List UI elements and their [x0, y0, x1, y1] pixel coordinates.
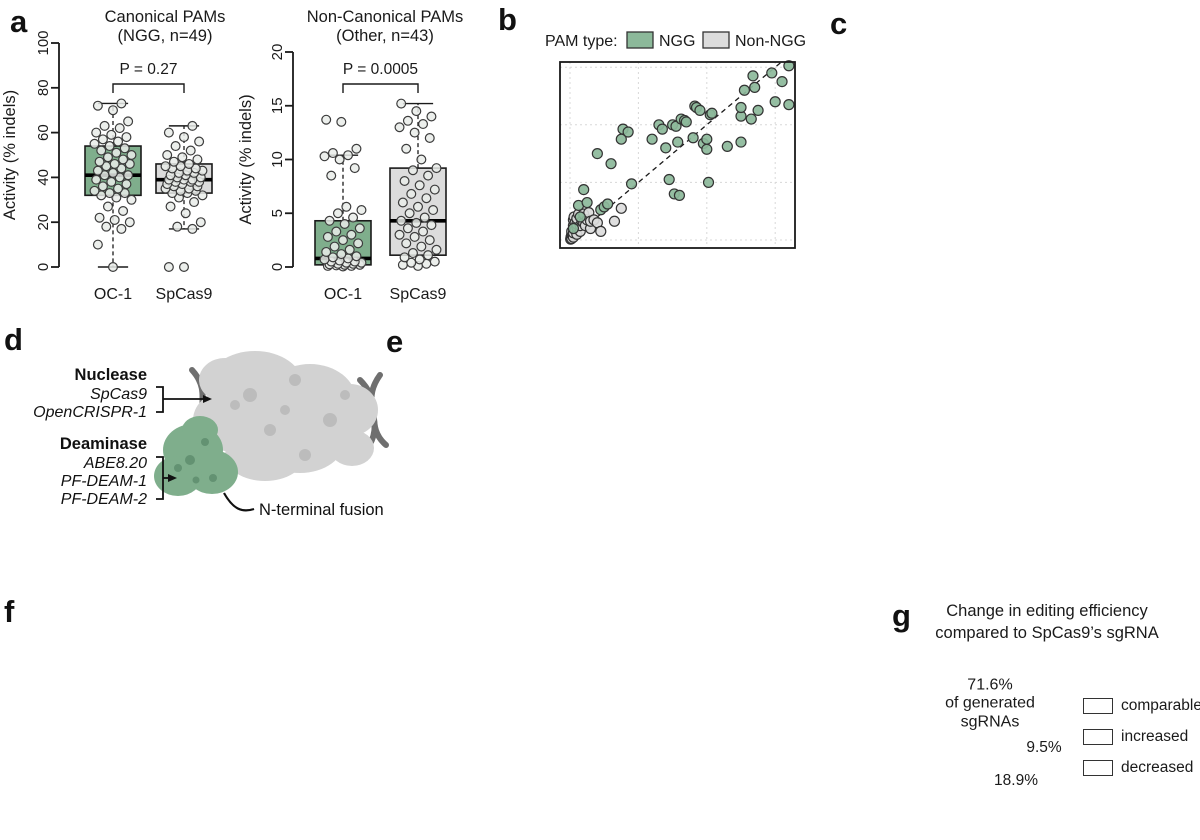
- pie-title-line1: Change in editing efficiency: [946, 602, 1148, 620]
- svg-text:Non-NGG: Non-NGG: [735, 33, 806, 50]
- pie-increased-pct: 9.5%: [1026, 739, 1062, 756]
- svg-text:Non-Canonical PAMs: Non-Canonical PAMs: [307, 8, 464, 26]
- box-chart-a1: Canonical PAMs(NGG, n=49) P = 0.27 0 20 40 60…: [1, 8, 225, 303]
- scatter-series-NGG: [567, 60, 795, 235]
- svg-text:80: 80: [35, 79, 52, 96]
- deaminase-item-pfdeam1: PF-DEAM-1: [61, 473, 147, 490]
- panel-e-letter: e: [386, 324, 404, 359]
- panel-d-structure-diagram: Nuclease SpCas9 OpenCRISPR-1 Deaminase A…: [33, 351, 389, 519]
- svg-text:0: 0: [35, 263, 52, 271]
- svg-text:20: 20: [269, 44, 286, 61]
- svg-text:PAM type:: PAM type:: [545, 33, 618, 50]
- panel-b-letter: b: [498, 2, 517, 37]
- boxplot-SpCas9: [389, 98, 447, 271]
- svg-text:P = 0.0005: P = 0.0005: [343, 61, 418, 78]
- fusion-pointer-curve: [223, 492, 255, 512]
- pie-legend-increased: increased: [1083, 728, 1188, 746]
- pie-legend-decreased: decreased: [1083, 759, 1193, 777]
- pie-legend-comparable: comparable: [1083, 697, 1200, 715]
- comparable-swatch: [1083, 698, 1113, 714]
- panel-c-hbox-chart: [820, 0, 1200, 318]
- panel-a-letter: a: [10, 4, 28, 39]
- nuclease-bracket: [156, 386, 164, 413]
- boxplot-OC-1: [314, 114, 372, 272]
- comparable-label: comparable: [1121, 697, 1200, 714]
- svg-text:SpCas9: SpCas9: [156, 286, 213, 303]
- nuclease-arrowhead: [203, 395, 212, 403]
- pie-decreased-pct: 18.9%: [994, 772, 1038, 789]
- svg-text:OC-1: OC-1: [94, 286, 132, 303]
- nuclease-item-opencrispr1: OpenCRISPR-1: [33, 404, 147, 421]
- svg-text:10: 10: [269, 151, 286, 168]
- svg-text:Canonical PAMs: Canonical PAMs: [105, 8, 226, 26]
- panel-f-bar-panels: [0, 590, 900, 840]
- pie-inner-line2: of generated: [945, 694, 1035, 712]
- panel-e-bar-charts: [390, 320, 1200, 592]
- svg-text:NGG: NGG: [659, 33, 695, 50]
- svg-text:Activity (% indels): Activity (% indels): [237, 94, 255, 224]
- pie-inner-line3: sgRNAs: [960, 713, 1020, 731]
- deaminase-structure-graphic: [154, 416, 238, 496]
- panel-b-scatter-chart: PAM type: NGG Non-NGG: [545, 31, 806, 249]
- decreased-swatch: [1083, 760, 1113, 776]
- svg-text:(Other, n=43): (Other, n=43): [336, 27, 434, 45]
- deaminase-title: Deaminase: [60, 435, 147, 453]
- svg-text:5: 5: [269, 209, 286, 217]
- panel-c-letter: c: [830, 6, 848, 41]
- svg-text:P = 0.27: P = 0.27: [120, 61, 178, 78]
- panel-d-letter: d: [4, 322, 23, 357]
- pie-inner-line1: 71.6%: [967, 676, 1013, 694]
- nuclease-structure-graphic: [193, 351, 378, 481]
- svg-text:15: 15: [269, 97, 286, 114]
- svg-text:SpCas9: SpCas9: [390, 286, 447, 303]
- deaminase-arrowhead: [168, 474, 177, 482]
- panel-a-boxplot-charts: Canonical PAMs(NGG, n=49) P = 0.27 0 20 40 60…: [1, 8, 463, 303]
- nuclease-item-spcas9: SpCas9: [90, 386, 147, 403]
- panel-f-letter: f: [4, 594, 15, 629]
- decreased-label: decreased: [1121, 759, 1194, 776]
- svg-text:(NGG, n=49): (NGG, n=49): [118, 27, 213, 45]
- nuclease-title: Nuclease: [75, 366, 147, 384]
- scatter-chart: PAM type: NGG Non-NGG: [545, 31, 806, 249]
- deaminase-item-pfdeam2: PF-DEAM-2: [61, 491, 147, 508]
- pie-title-line2: compared to SpCas9’s sgRNA: [935, 624, 1159, 642]
- svg-text:20: 20: [35, 214, 52, 231]
- box-chart-a2: Non-Canonical PAMs(Other, n=43) P = 0.000…: [237, 8, 463, 303]
- svg-text:0: 0: [269, 263, 286, 271]
- svg-text:OC-1: OC-1: [324, 286, 362, 303]
- increased-label: increased: [1121, 728, 1189, 745]
- svg-text:Activity (% indels): Activity (% indels): [1, 90, 19, 220]
- panel-g-letter: g: [892, 598, 911, 633]
- deaminase-item-abe820: ABE8.20: [83, 455, 147, 472]
- boxplot-SpCas9: [155, 120, 213, 273]
- svg-text:100: 100: [35, 30, 52, 55]
- pie-inner-label: 71.6% of generated sgRNAs: [945, 676, 1035, 731]
- increased-swatch: [1083, 729, 1113, 745]
- svg-text:60: 60: [35, 124, 52, 141]
- svg-text:40: 40: [35, 169, 52, 186]
- boxplot-OC-1: [84, 98, 142, 273]
- fusion-label: N-terminal fusion: [259, 501, 384, 519]
